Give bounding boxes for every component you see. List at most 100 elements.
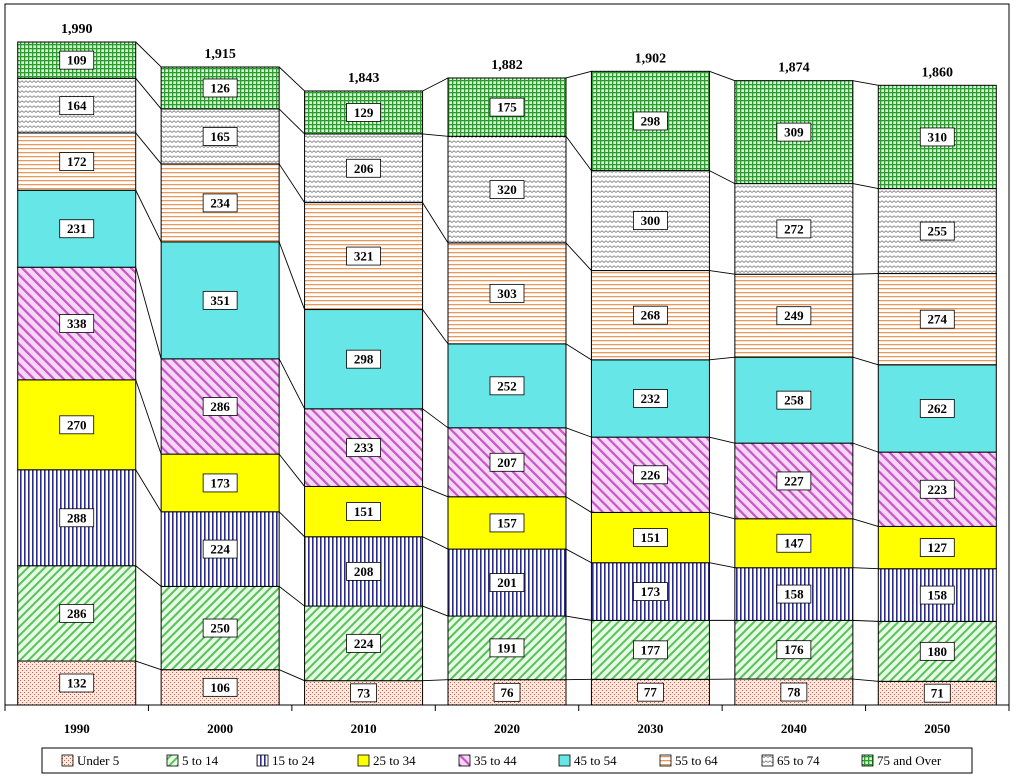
legend-label: 65 to 74 [777,753,820,768]
data-label: 303 [497,286,517,301]
connector-line [709,171,734,184]
legend-swatch [167,755,178,766]
connector-line [423,78,448,91]
data-label: 321 [354,249,374,264]
connector-line [853,568,878,569]
connector-line [279,670,304,681]
legend-item-5-to-14: 5 to 14 [167,753,219,768]
connector-line [423,680,448,681]
connector-line [853,357,878,365]
data-label: 176 [784,642,804,657]
data-label: 191 [497,640,517,655]
x-tick-label: 1990 [64,721,90,736]
data-label: 172 [67,154,87,169]
data-label: 310 [928,129,948,144]
legend-swatch [559,755,570,766]
data-label: 231 [67,221,87,236]
connector-line [853,274,878,275]
data-label: 173 [641,584,661,599]
data-label: 126 [210,80,230,95]
connector-line [136,78,161,109]
total-label: 1,882 [491,58,523,73]
x-tick-label: 2000 [207,721,233,736]
legend-item-15-to-24: 15 to 24 [257,753,315,768]
data-label: 78 [787,685,801,700]
data-label: 76 [501,685,515,700]
data-label: 109 [67,53,87,68]
legend-swatch [62,755,73,766]
data-label: 274 [928,312,948,327]
legend-item-25-to-34: 25 to 34 [358,753,416,768]
connector-line [279,512,304,537]
data-label: 164 [67,98,87,113]
connector-line [136,566,161,587]
connector-line [279,359,304,409]
data-label: 151 [354,504,374,519]
data-label: 338 [67,316,87,331]
connector-line [136,380,161,454]
data-label: 351 [210,293,230,308]
connector-line [423,134,448,136]
data-label: 224 [210,542,230,557]
legend-swatch [257,755,268,766]
data-label: 233 [354,440,374,455]
legend-label: 15 to 24 [272,753,315,768]
data-label: 258 [784,393,804,408]
x-tick-label: 2020 [494,721,520,736]
legend-label: 45 to 54 [574,753,617,768]
connector-line [566,344,591,360]
data-label: 207 [497,455,517,470]
data-label: 177 [641,642,661,657]
connector-line [279,454,304,486]
data-label: 262 [928,401,948,416]
legend-label: 5 to 14 [182,753,219,768]
data-label: 71 [931,686,944,701]
legend-item-35-to-44: 35 to 44 [459,753,517,768]
total-label: 1,902 [635,51,667,66]
data-label: 227 [784,473,804,488]
connector-line [853,81,878,86]
data-label: 223 [928,482,948,497]
connector-line [566,616,591,620]
total-label: 1,874 [778,61,810,76]
legend-label: 35 to 44 [474,753,517,768]
connector-line [136,267,161,359]
connector-line [566,71,591,78]
connector-line [279,242,304,310]
data-label: 268 [641,308,661,323]
x-tick-label: 2050 [924,721,950,736]
connector-line [853,443,878,452]
connector-line [709,512,734,518]
connector-line [853,679,878,681]
connector-line [279,109,304,134]
data-label: 300 [641,213,661,228]
data-label: 298 [354,352,374,367]
x-tick-label: 2030 [637,721,663,736]
x-tick-label: 2010 [351,721,377,736]
connector-line [279,164,304,203]
legend-label: 75 and Over [877,753,942,768]
total-label: 1,860 [922,65,954,80]
connector-line [853,184,878,189]
connector-line [136,470,161,512]
data-label: 201 [497,575,517,590]
legend-label: 55 to 64 [675,753,718,768]
legend-label: 25 to 34 [373,753,416,768]
data-label: 147 [784,536,804,551]
data-label: 132 [67,676,87,691]
data-label: 286 [67,606,87,621]
data-label: 224 [354,636,374,651]
data-label: 73 [357,685,371,700]
data-label: 309 [784,125,804,140]
legend-item-under-5: Under 5 [62,753,119,768]
connector-line [709,271,734,275]
connector-line [136,133,161,164]
connector-line [566,136,591,170]
connector-line [853,620,878,621]
data-label: 249 [784,308,804,323]
